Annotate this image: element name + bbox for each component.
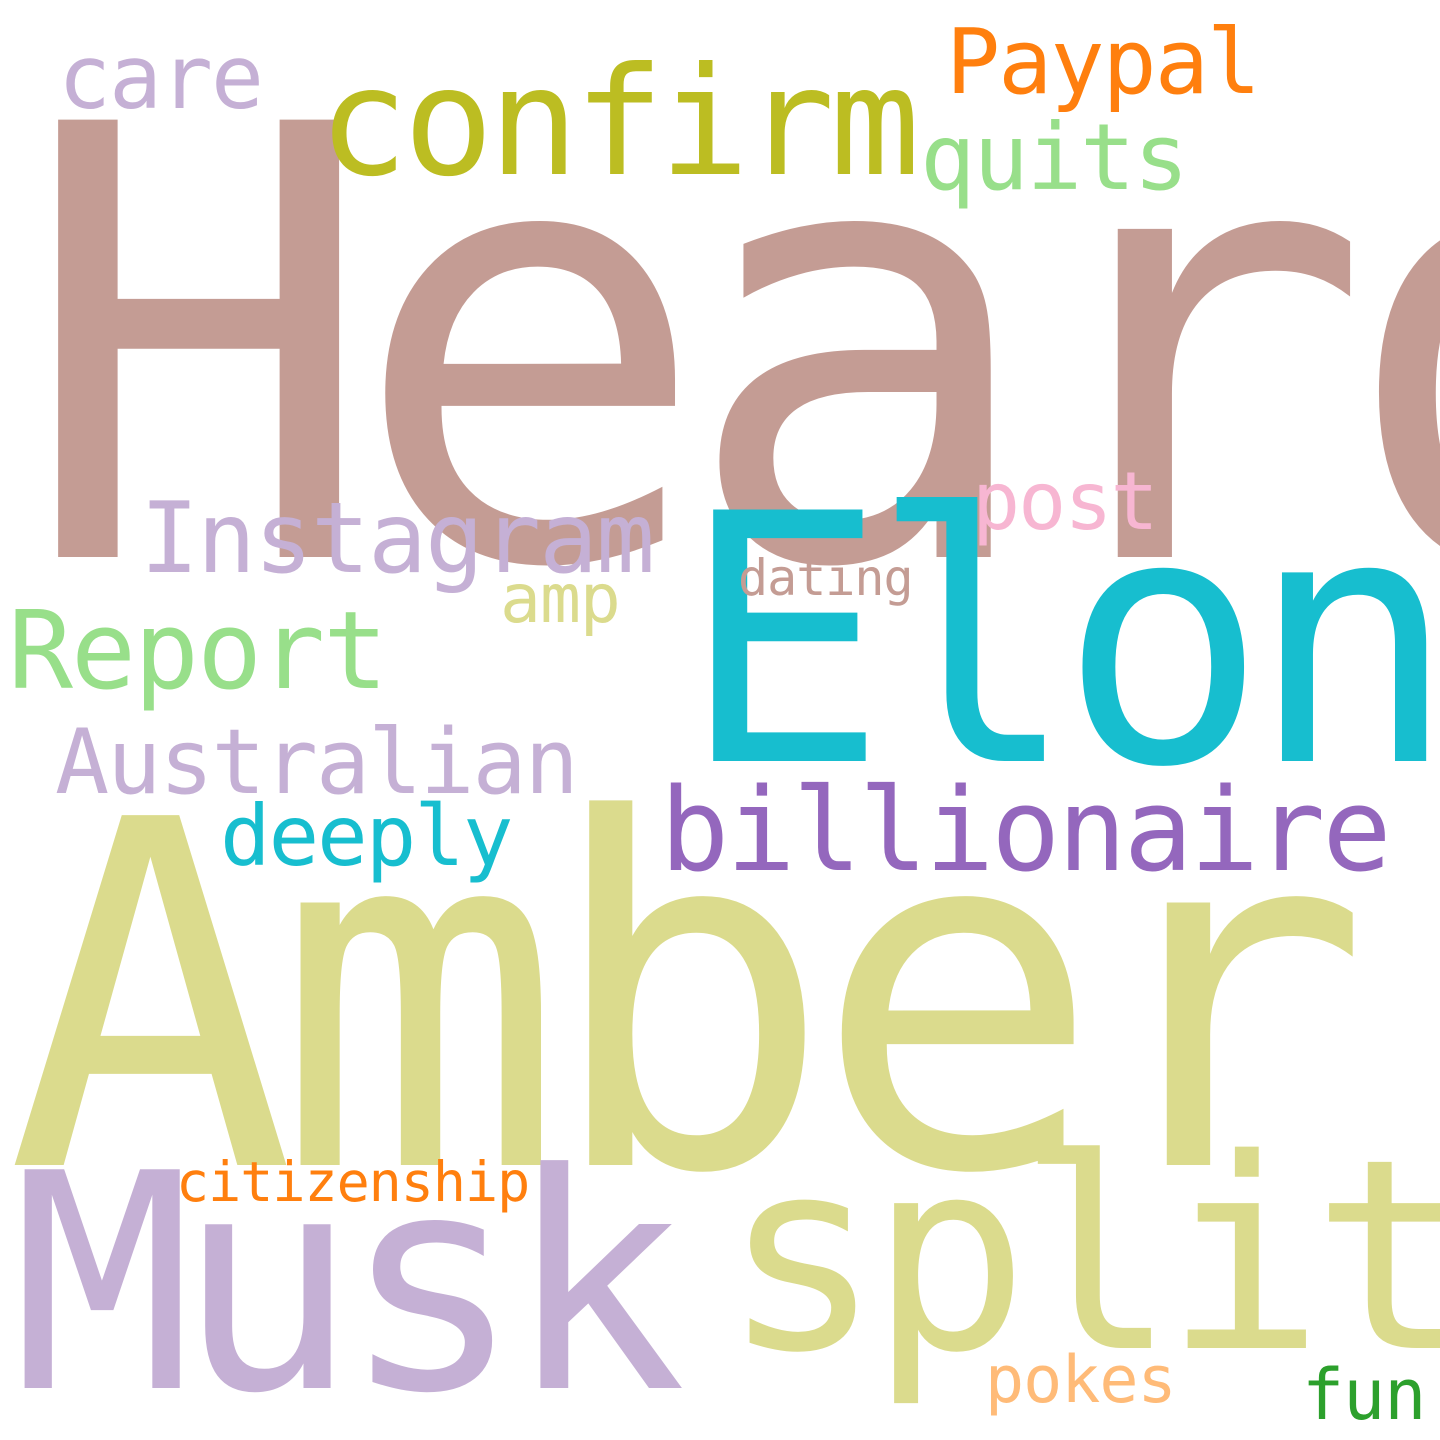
word-fun: fun xyxy=(1302,1354,1426,1436)
word-dating: dating xyxy=(738,549,914,607)
word-australian: Australian xyxy=(55,710,579,815)
word-care: care xyxy=(58,26,264,129)
word-elon: Elon xyxy=(680,442,1440,843)
word-amp: amp xyxy=(500,560,621,639)
word-heard: Heard xyxy=(18,0,1440,699)
word-musk: Musk xyxy=(12,1110,686,1440)
word-amber: Amber xyxy=(6,720,1371,1279)
word-post: post xyxy=(972,455,1159,548)
word-report: Report xyxy=(8,589,388,714)
word-pokes: pokes xyxy=(985,1343,1177,1418)
word-quits: quits xyxy=(920,104,1189,211)
word-deeply: deeply xyxy=(220,787,513,885)
word-paypal: Paypal xyxy=(946,10,1261,115)
word-instagram: Instagram xyxy=(140,482,655,596)
word-confirm: confirm xyxy=(318,36,920,210)
word-billionaire: billionaire xyxy=(660,764,1392,898)
word-citizenship: citizenship xyxy=(176,1150,530,1214)
word-split: split xyxy=(722,1103,1440,1411)
